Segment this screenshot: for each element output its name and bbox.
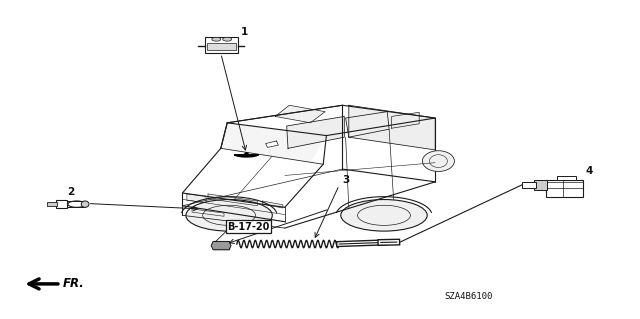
FancyBboxPatch shape [522, 182, 536, 188]
Polygon shape [187, 194, 206, 203]
Polygon shape [266, 141, 278, 147]
Polygon shape [287, 116, 344, 148]
FancyBboxPatch shape [546, 180, 583, 197]
Text: 3: 3 [342, 175, 349, 185]
Polygon shape [234, 155, 259, 157]
Text: 4: 4 [586, 166, 593, 176]
Text: B-17-20: B-17-20 [227, 222, 269, 232]
Ellipse shape [223, 37, 232, 41]
Polygon shape [275, 105, 325, 123]
Polygon shape [182, 148, 323, 207]
Polygon shape [349, 105, 435, 150]
Text: 1: 1 [241, 27, 248, 37]
Ellipse shape [340, 200, 428, 231]
FancyBboxPatch shape [207, 43, 236, 50]
FancyBboxPatch shape [56, 200, 67, 208]
Text: 2: 2 [67, 187, 74, 197]
FancyBboxPatch shape [557, 176, 576, 180]
Ellipse shape [422, 151, 454, 171]
Polygon shape [192, 209, 224, 216]
FancyBboxPatch shape [534, 180, 547, 190]
Polygon shape [392, 112, 419, 128]
Ellipse shape [68, 201, 86, 207]
Polygon shape [346, 112, 389, 137]
Polygon shape [262, 201, 283, 208]
Polygon shape [227, 105, 435, 136]
Text: SZA4B6100: SZA4B6100 [445, 292, 493, 300]
Polygon shape [285, 118, 435, 207]
FancyBboxPatch shape [205, 37, 238, 53]
FancyBboxPatch shape [213, 241, 229, 249]
Polygon shape [211, 241, 231, 250]
Polygon shape [342, 105, 435, 182]
Ellipse shape [81, 201, 89, 207]
Polygon shape [208, 194, 257, 206]
Ellipse shape [212, 37, 221, 41]
Text: FR.: FR. [63, 278, 84, 290]
Polygon shape [182, 193, 285, 222]
Ellipse shape [186, 200, 273, 231]
Polygon shape [221, 123, 326, 164]
FancyBboxPatch shape [47, 202, 57, 206]
